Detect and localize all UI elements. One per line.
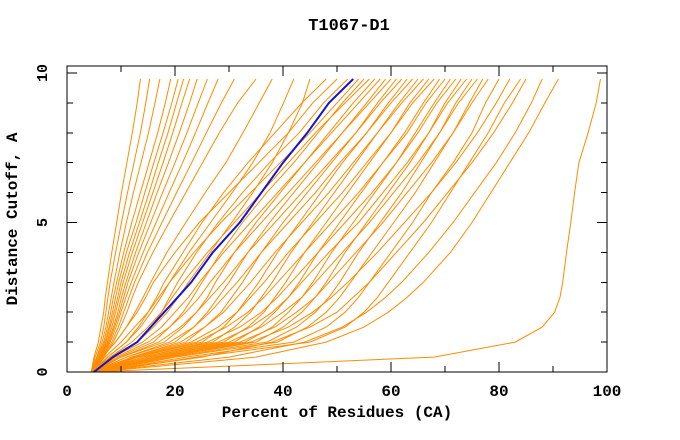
model-curve — [98, 78, 500, 373]
model-curve — [91, 78, 179, 373]
model-curve — [91, 78, 172, 373]
model-curve — [93, 78, 235, 373]
model-curve — [93, 78, 408, 373]
x-tick-label: 40 — [273, 383, 292, 401]
x-tick-label: 100 — [593, 383, 622, 401]
model-curve — [94, 78, 424, 373]
model-curve — [93, 78, 295, 373]
model-curve — [93, 78, 527, 373]
y-axis-label: Distance Cutoff, A — [4, 132, 22, 305]
model-curve — [96, 78, 462, 373]
model-curve — [90, 78, 327, 373]
model-curve — [98, 78, 489, 373]
highlighted-curve — [93, 78, 354, 373]
model-curve — [92, 78, 370, 373]
model-curve — [90, 78, 151, 373]
model-curve — [90, 78, 141, 373]
plot-title: T1067-D1 — [308, 17, 390, 36]
model-curve — [92, 78, 381, 373]
model-curve — [99, 78, 522, 373]
model-curve — [97, 78, 473, 373]
model-curve — [91, 78, 359, 373]
model-curve — [96, 78, 457, 373]
model-curve — [93, 78, 392, 373]
y-tick-label: 0 — [35, 367, 52, 376]
model-curve — [96, 78, 559, 373]
model-curve — [97, 78, 484, 373]
y-tick-label: 10 — [35, 64, 52, 82]
y-tick-label: 5 — [35, 218, 52, 227]
curves-layer — [90, 78, 601, 373]
model-curve — [93, 78, 311, 373]
model-curve — [94, 78, 413, 373]
model-curve — [95, 78, 441, 373]
model-curve — [93, 78, 543, 373]
model-curve — [91, 78, 185, 373]
plot-frame — [66, 65, 608, 373]
model-curve — [93, 78, 601, 373]
x-tick-label: 80 — [489, 383, 508, 401]
model-curve — [97, 78, 467, 373]
model-curve — [96, 78, 446, 373]
model-curve — [98, 78, 511, 373]
x-tick-label: 60 — [381, 383, 400, 401]
model-curve — [96, 78, 451, 373]
model-curve — [93, 78, 219, 373]
x-tick-label: 20 — [165, 383, 184, 401]
model-curve — [95, 78, 435, 373]
tick-labels: 0 20 40 60 80 100 0 5 10 — [35, 64, 621, 401]
model-curve — [91, 78, 191, 373]
model-curve — [93, 78, 257, 373]
model-curve — [92, 78, 208, 373]
model-curve — [97, 78, 478, 373]
model-curve — [91, 78, 349, 373]
x-axis-label: Percent of Residues (CA) — [222, 404, 452, 422]
model-curve — [90, 78, 338, 373]
model-curve — [92, 78, 376, 373]
model-curve — [93, 78, 403, 373]
x-tick-label: 0 — [62, 383, 72, 401]
model-curve — [92, 78, 198, 373]
model-curve — [90, 78, 161, 373]
